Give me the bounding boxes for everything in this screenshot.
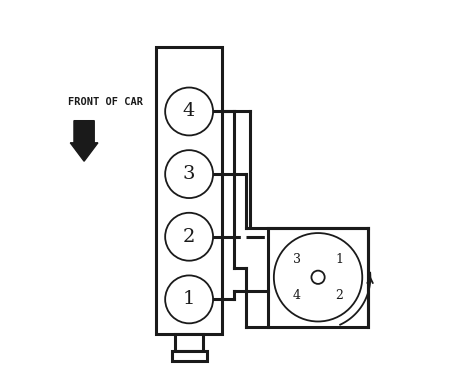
Circle shape <box>165 213 213 261</box>
Text: 3: 3 <box>183 165 195 183</box>
Text: 2: 2 <box>335 288 343 301</box>
Circle shape <box>165 88 213 135</box>
Circle shape <box>311 271 325 284</box>
Bar <box>175 334 203 351</box>
Text: 2: 2 <box>183 228 195 246</box>
Circle shape <box>165 275 213 324</box>
Text: 4: 4 <box>183 102 195 120</box>
Text: 1: 1 <box>335 253 343 266</box>
Bar <box>172 351 207 361</box>
Text: 3: 3 <box>293 253 301 266</box>
Bar <box>268 227 368 327</box>
Circle shape <box>165 150 213 198</box>
Text: 4: 4 <box>293 288 301 301</box>
Circle shape <box>274 233 362 322</box>
FancyArrow shape <box>70 121 98 161</box>
Bar <box>156 47 222 334</box>
Text: 1: 1 <box>183 290 195 309</box>
Text: FRONT OF CAR: FRONT OF CAR <box>67 97 143 107</box>
